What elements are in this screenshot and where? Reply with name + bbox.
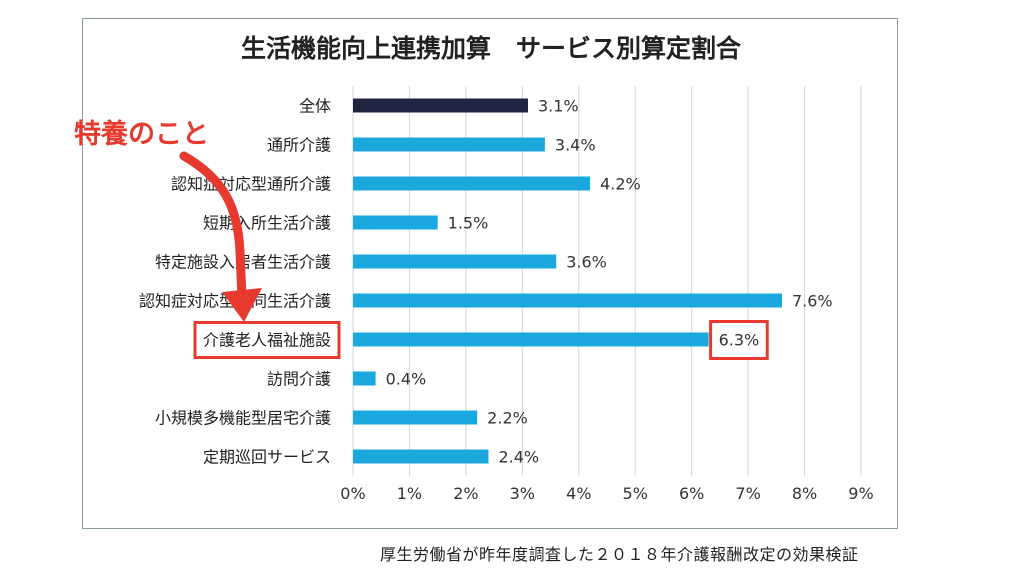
category-label: 認知症対応型通所介護 [171, 175, 331, 194]
value-label: 7.6% [792, 292, 833, 311]
x-tick-label: 3% [510, 484, 535, 503]
highlight-box-category [193, 321, 341, 359]
bar [353, 98, 528, 113]
bar [353, 332, 709, 347]
category-label: 介護老人福祉施設 [203, 331, 331, 350]
value-label: 3.6% [566, 253, 607, 272]
category-label: 定期巡回サービス [203, 448, 331, 467]
category-label: 通所介護 [267, 136, 331, 155]
category-label: 認知症対応型共同生活介護 [139, 292, 331, 311]
category-label: 特定施設入居者生活介護 [155, 253, 331, 272]
value-label: 3.4% [555, 136, 596, 155]
x-tick-label: 6% [679, 484, 704, 503]
bar [353, 176, 591, 191]
category-label: 短期入所生活介護 [203, 214, 331, 233]
value-label: 2.4% [498, 448, 539, 467]
callout-label: 特養のこと [74, 119, 209, 150]
bar-chart: 生活機能向上連携加算 サービス別算定割合 全体 3.1% 通所介護 3.4% 認知症対応… [139, 34, 874, 503]
bar [353, 137, 545, 152]
x-tick-label: 9% [848, 484, 873, 503]
x-tick-label: 7% [735, 484, 760, 503]
x-tick-label: 0% [340, 484, 365, 503]
x-tick-label: 5% [623, 484, 648, 503]
bar [353, 410, 478, 425]
value-label: 1.5% [448, 214, 489, 233]
value-label: 4.2% [600, 175, 641, 194]
ticks-layer: 0% 1% 2% 3% 4% 5% 6% 7% 8% 9% [340, 484, 873, 503]
category-label: 訪問介護 [267, 370, 331, 389]
bar [353, 254, 557, 269]
value-label: 3.1% [538, 97, 579, 116]
value-label: 0.4% [386, 370, 427, 389]
category-label: 小規模多機能型居宅介護 [155, 409, 331, 428]
value-label: 2.2% [487, 409, 528, 428]
x-tick-label: 2% [453, 484, 478, 503]
x-tick-label: 8% [792, 484, 817, 503]
highlight-box-value [709, 320, 769, 360]
bar [353, 371, 376, 386]
chart-frame: 生活機能向上連携加算 サービス別算定割合 全体 3.1% 通所介護 3.4% 認知症対応… [82, 18, 898, 529]
x-tick-label: 4% [566, 484, 591, 503]
bar [353, 449, 489, 464]
bars-layer [353, 98, 782, 464]
labels-layer: 全体 3.1% 通所介護 3.4% 認知症対応型通所介護 4.2% 短期入所生活介護 1.5%… [139, 97, 833, 467]
highlight-layer: 6.3% [193, 320, 769, 360]
source-note: 厚生労働省が昨年度調査した２０１８年介護報酬改定の効果検証 [380, 545, 859, 564]
bar [353, 215, 438, 230]
bar [353, 293, 782, 308]
category-label: 全体 [299, 97, 331, 116]
value-label: 6.3% [719, 331, 760, 350]
chart-title: 生活機能向上連携加算 サービス別算定割合 [241, 34, 742, 63]
x-tick-label: 1% [397, 484, 422, 503]
